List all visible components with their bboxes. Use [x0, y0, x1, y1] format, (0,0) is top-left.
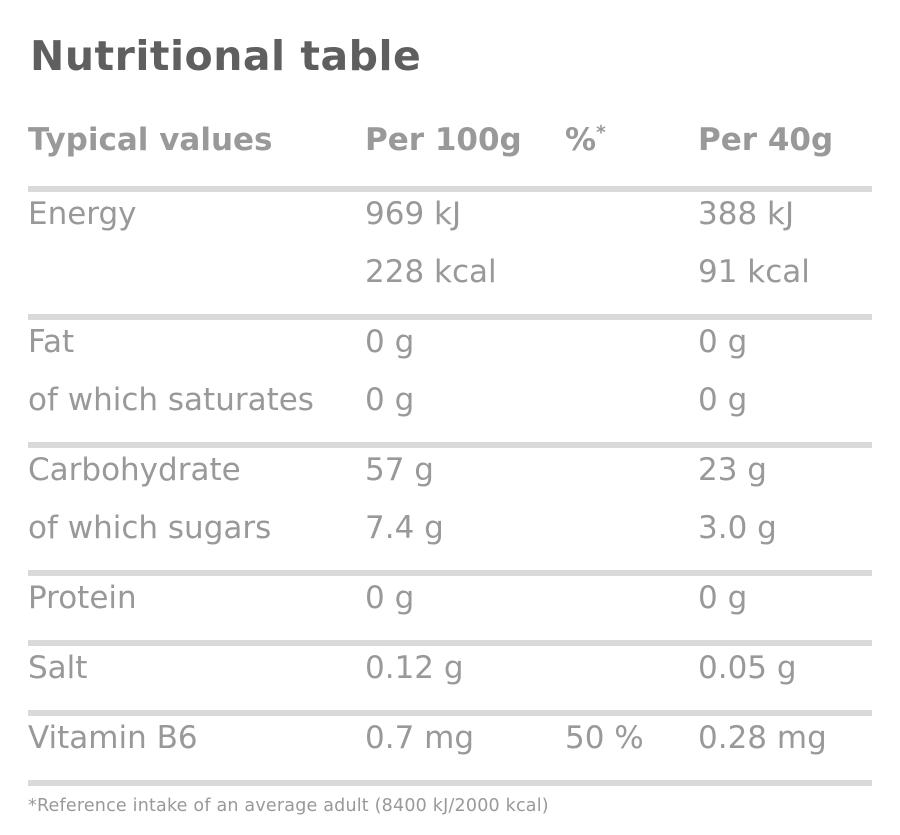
row-label: Salt: [28, 650, 88, 686]
header-percent-ri: %*: [565, 122, 698, 158]
value-per-40g: 0 g: [698, 580, 748, 616]
table-row-protein: Protein 0 g 0 g: [28, 580, 872, 638]
value-per-100g: 228 kcal: [365, 254, 497, 290]
value-per-40g: 0 g: [698, 382, 748, 418]
divider: [28, 186, 872, 192]
percent-symbol: %: [565, 122, 597, 158]
divider: [28, 314, 872, 320]
value-percent: 50 %: [565, 720, 644, 756]
header-per-40g: Per 40g: [698, 122, 834, 158]
divider: [28, 780, 872, 786]
header-typical-values: Typical values: [28, 122, 273, 158]
value-per-100g: 0.12 g: [365, 650, 464, 686]
row-label: of which saturates: [28, 382, 314, 418]
nutrition-table: Typical values Per 100g %* Per 40g Energ…: [28, 122, 872, 816]
table-row-energy-kcal: 228 kcal 91 kcal: [28, 254, 872, 312]
value-per-100g: 7.4 g: [365, 510, 444, 546]
row-label: Vitamin B6: [28, 720, 198, 756]
reference-intake-footnote: *Reference intake of an average adult (8…: [28, 796, 549, 816]
table-header-row: Typical values Per 100g %* Per 40g: [28, 122, 872, 184]
value-per-100g: 0 g: [365, 580, 415, 616]
asterisk-superscript: *: [596, 122, 606, 144]
header-per-100g: Per 100g: [365, 122, 522, 158]
row-label: Energy: [28, 196, 137, 232]
row-label: Fat: [28, 324, 75, 360]
row-label: of which sugars: [28, 510, 272, 546]
value-per-100g: 969 kJ: [365, 196, 462, 232]
value-per-40g: 91 kcal: [698, 254, 810, 290]
table-row-fat: Fat 0 g 0 g: [28, 324, 872, 382]
table-row-vitamin-b6: Vitamin B6 0.7 mg 50 % 0.28 mg: [28, 720, 872, 778]
divider: [28, 640, 872, 646]
value-per-40g: 388 kJ: [698, 196, 795, 232]
value-per-40g: 0.28 mg: [698, 720, 827, 756]
row-label: Protein: [28, 580, 137, 616]
value-per-40g: 0 g: [698, 324, 748, 360]
value-per-40g: 0.05 g: [698, 650, 797, 686]
value-per-40g: 3.0 g: [698, 510, 777, 546]
divider: [28, 710, 872, 716]
value-per-100g: 57 g: [365, 452, 434, 488]
value-per-100g: 0 g: [365, 382, 415, 418]
row-label: Carbohydrate: [28, 452, 241, 488]
value-per-100g: 0 g: [365, 324, 415, 360]
value-per-100g: 0.7 mg: [365, 720, 475, 756]
value-per-40g: 23 g: [698, 452, 767, 488]
table-row-carbohydrate: Carbohydrate 57 g 23 g: [28, 452, 872, 510]
table-row-salt: Salt 0.12 g 0.05 g: [28, 650, 872, 708]
table-row-energy-kj: Energy 969 kJ 388 kJ: [28, 196, 872, 254]
table-row-saturates: of which saturates 0 g 0 g: [28, 382, 872, 440]
table-row-sugars: of which sugars 7.4 g 3.0 g: [28, 510, 872, 568]
divider: [28, 442, 872, 448]
page-title: Nutritional table: [30, 32, 422, 80]
divider: [28, 570, 872, 576]
